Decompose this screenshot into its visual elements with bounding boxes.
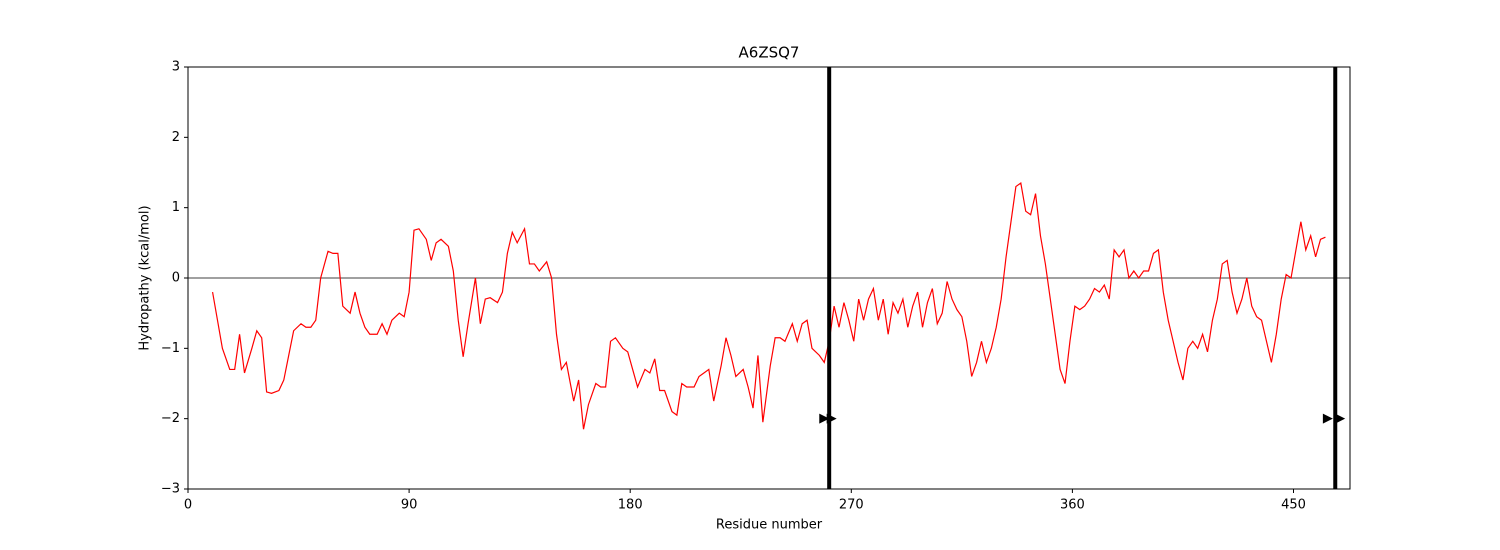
- x-tick-label: 90: [401, 498, 418, 513]
- y-tick-label: 0: [172, 271, 180, 286]
- y-axis-label: Hydropathy (kcal/mol): [138, 205, 153, 350]
- chart-title: A6ZSQ7: [739, 44, 800, 62]
- x-tick-label: 450: [1281, 498, 1306, 513]
- marker: [1335, 413, 1346, 424]
- x-tick-label: 180: [618, 498, 643, 513]
- y-tick-label: 2: [172, 130, 180, 145]
- x-tick-label: 360: [1060, 498, 1085, 513]
- marker: [826, 413, 837, 424]
- y-tick-label: −2: [161, 411, 180, 426]
- plot-frame: [187, 66, 1351, 490]
- x-tick-label: 0: [184, 498, 192, 513]
- y-tick-label: −3: [161, 482, 180, 497]
- y-tick-label: 3: [172, 60, 180, 75]
- hydropathy-line: [211, 182, 1326, 430]
- y-tick-label: −1: [161, 341, 180, 356]
- marker: [819, 413, 830, 424]
- x-tick-label: 270: [839, 498, 864, 513]
- x-axis-label: Residue number: [716, 518, 823, 533]
- y-tick-label: 1: [172, 200, 180, 215]
- marker: [1322, 413, 1333, 424]
